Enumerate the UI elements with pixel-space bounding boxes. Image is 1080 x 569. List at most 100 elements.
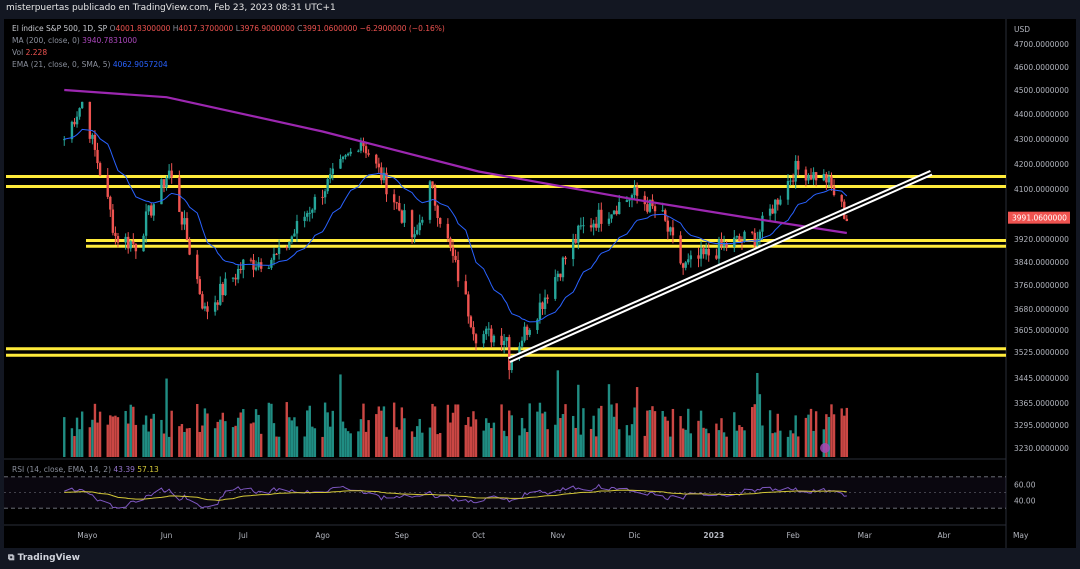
volume-bar xyxy=(469,426,473,457)
volume-bar xyxy=(704,428,708,457)
candle-body xyxy=(170,170,173,178)
price-tick-label: 3760.0000000 xyxy=(1014,281,1069,290)
candle-body xyxy=(472,327,475,335)
candle-body xyxy=(270,259,273,268)
volume-bar xyxy=(438,432,442,457)
volume-bar xyxy=(410,431,414,457)
candle-body xyxy=(669,227,672,232)
volume-bar xyxy=(845,407,849,457)
volume-bar xyxy=(543,411,547,457)
candle-body xyxy=(167,170,171,179)
candle-body xyxy=(556,273,560,278)
volume-bar xyxy=(288,417,291,457)
price-tick-label: 3920.0000000 xyxy=(1014,235,1069,244)
price-chart[interactable]: USD 4700.0000000 4600.0000000 4500.0000000 4… xyxy=(0,0,1080,548)
candle-body xyxy=(306,213,309,217)
volume-bar xyxy=(392,402,396,457)
volume-bar xyxy=(203,408,207,457)
candle-body xyxy=(288,241,291,248)
candle-body xyxy=(610,214,613,219)
volume-bar xyxy=(635,387,639,457)
volume-bar xyxy=(313,428,317,457)
candle-body xyxy=(827,176,831,183)
candle-body xyxy=(633,186,636,196)
volume-bar xyxy=(109,415,112,457)
last-price-label: 3991.0600000 xyxy=(1012,214,1067,223)
volume-bar xyxy=(502,430,506,457)
candle-body xyxy=(392,194,396,203)
price-tick-label: 4200.0000000 xyxy=(1014,160,1069,169)
time-tick-label: Jun xyxy=(160,531,173,540)
volume-bar xyxy=(740,427,744,457)
volume-bar xyxy=(114,415,117,457)
candle-body xyxy=(779,199,782,205)
volume-bar xyxy=(464,424,467,457)
time-tick-label: Mayo xyxy=(77,531,98,540)
candle-body xyxy=(152,204,155,216)
volume-bar xyxy=(574,427,577,457)
volume-bar xyxy=(618,429,621,457)
volume-bar xyxy=(231,427,235,457)
volume-bar xyxy=(510,415,514,457)
candle-body xyxy=(768,208,772,216)
candle-body xyxy=(774,199,777,214)
volume-bar xyxy=(285,402,288,457)
volume-bar xyxy=(180,424,184,457)
volume-bar xyxy=(206,413,209,457)
volume-bar xyxy=(564,404,567,457)
candle-body xyxy=(474,334,478,344)
candle-body xyxy=(825,173,828,183)
candle-body xyxy=(523,326,526,341)
candle-body xyxy=(791,180,795,182)
candle-body xyxy=(546,297,549,299)
volume-bar xyxy=(178,426,181,457)
candle-body xyxy=(635,186,639,196)
volume-bar xyxy=(413,436,416,457)
volume-bar xyxy=(349,433,352,457)
candle-body xyxy=(78,108,81,117)
candle-body xyxy=(758,231,762,239)
volume-bar xyxy=(546,429,549,457)
chart-frame[interactable] xyxy=(4,19,1076,548)
candle-body xyxy=(219,283,222,305)
low-value: 3976.9000000 xyxy=(239,24,295,33)
ohlc-legend: El índice S&P 500, 1D, SP O4001.8300000 … xyxy=(12,24,445,33)
volume-bar xyxy=(592,415,595,457)
candle-body xyxy=(704,248,708,255)
candle-body xyxy=(559,273,562,278)
volume-bar xyxy=(421,432,424,457)
volume-bar xyxy=(589,428,593,457)
publisher-text: misterpuertas publicado en TradingView.c… xyxy=(6,3,336,13)
volume-bar xyxy=(257,414,260,457)
candle-body xyxy=(812,172,815,180)
volume-bar xyxy=(697,420,700,457)
volume-bar xyxy=(321,436,324,457)
low-label: L xyxy=(235,24,240,33)
volume-bar xyxy=(679,416,682,457)
candle-body xyxy=(666,220,670,232)
candle-body xyxy=(203,306,207,309)
volume-bar xyxy=(167,436,171,457)
volume-bar xyxy=(165,378,168,457)
volume-bar xyxy=(295,426,299,457)
volume-bar xyxy=(492,422,496,457)
candle-body xyxy=(321,196,324,198)
volume-bar xyxy=(341,421,345,457)
candle-body xyxy=(308,212,311,214)
candle-body xyxy=(528,329,531,335)
candle-body xyxy=(63,139,66,141)
tradingview-logo[interactable]: ⧉ TradingView xyxy=(8,553,80,563)
high-value: 4017.3700000 xyxy=(178,24,234,33)
volume-bar xyxy=(267,402,271,457)
candle-body xyxy=(385,172,388,195)
candle-body xyxy=(329,173,332,180)
candle-body xyxy=(804,169,808,181)
volume-bar xyxy=(490,428,493,457)
volume-bar xyxy=(633,407,636,457)
candle-body xyxy=(679,235,682,264)
volume-bar xyxy=(594,436,598,457)
volume-bar xyxy=(454,404,457,457)
volume-bar xyxy=(132,406,135,457)
candle-body xyxy=(165,178,168,188)
candle-body xyxy=(446,223,450,239)
